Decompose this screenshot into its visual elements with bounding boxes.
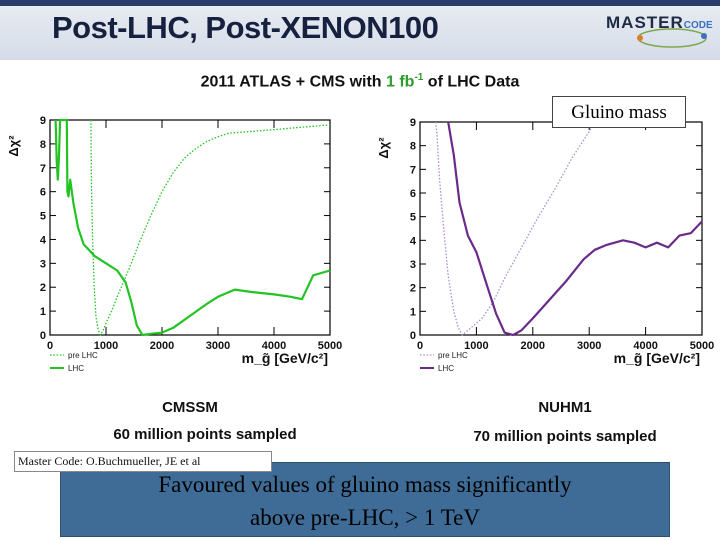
x-tick-label: 5000 [318, 340, 342, 352]
conclusion-line-2: above pre-LHC, > 1 TeV [249, 505, 480, 530]
x-tick-label: 0 [417, 340, 423, 352]
x-tick-label: 3000 [206, 340, 230, 352]
chart-panels: 0 1 2 3 4 5 6 7 8 9 0 1000 2000 3000 4000 5000 Δχ² m_g̃ [… [6, 115, 714, 373]
heading-luminosity-exponent: -1 [414, 72, 424, 83]
y-tick-label: 1 [40, 306, 46, 318]
plot-frame [419, 121, 703, 336]
y-tick-label: 3 [410, 259, 416, 271]
credit-label: Master Code: O.Buchmueller, JE et al [14, 451, 272, 472]
gluino-mass-callout: Gluino mass [552, 96, 686, 128]
y-tick-label: 3 [40, 258, 46, 270]
conclusion-text: Favoured values of gluino mass significa… [50, 468, 680, 534]
x-axis-label: m_g̃ [GeV/c²] [242, 350, 328, 366]
y-tick-label: 4 [410, 235, 417, 247]
y-tick-label: 4 [40, 234, 47, 246]
legend-label: pre LHC [68, 351, 98, 360]
y-tick-label: 7 [40, 163, 46, 175]
plot-nuhm1: 0 1 2 3 4 5 6 7 8 9 0 1000 2000 3000 4000 5000 Δχ² m_g̃ [… [376, 117, 714, 373]
x-tick-label: 0 [47, 340, 53, 352]
series-line-pre-lhc [90, 119, 331, 336]
legend-label: LHC [438, 364, 454, 373]
heading-suffix: of LHC Data [423, 73, 520, 91]
x-axis-label: m_g̃ [GeV/c²] [614, 350, 700, 366]
legend-label: LHC [68, 364, 84, 373]
mastercode-logo-icon: MASTERCODE [600, 8, 713, 52]
series-line-lhc [54, 118, 331, 337]
y-tick-label: 6 [410, 188, 416, 200]
heading-luminosity: 1 fb [386, 73, 415, 91]
y-tick-label: 6 [40, 187, 46, 199]
y-axis-label: Δχ² [6, 135, 21, 157]
y-axis-label: Δχ² [376, 137, 391, 159]
header-accent-bar [0, 0, 720, 6]
panel-scheme-cmssm: CMSSM [162, 399, 218, 416]
logo-text: MASTER [606, 13, 684, 32]
y-tick-label: 8 [410, 141, 416, 153]
y-tick-label: 5 [40, 211, 46, 223]
legend-label: pre LHC [438, 351, 468, 360]
y-tick-label: 5 [410, 212, 416, 224]
y-tick-label: 2 [410, 283, 416, 295]
logo-subtext: CODE [683, 20, 713, 31]
panel-points-cmssm: 60 million points sampled [113, 426, 297, 443]
conclusion-line-1: Favoured values of gluino mass significa… [158, 472, 572, 497]
series-line-lhc [447, 121, 703, 337]
y-tick-label: 9 [410, 117, 416, 129]
x-tick-label: 2000 [150, 340, 174, 352]
y-tick-label: 7 [410, 164, 416, 176]
plot-frame [49, 119, 331, 336]
y-tick-label: 9 [40, 115, 46, 127]
plot-cmssm: 0 1 2 3 4 5 6 7 8 9 0 1000 2000 3000 4000 5000 Δχ² m_g̃ [… [6, 115, 342, 373]
y-tick-label: 2 [40, 282, 46, 294]
series-line-pre-lhc [435, 121, 596, 336]
x-tick-label: 1000 [94, 340, 118, 352]
x-tick-label: 4000 [633, 340, 657, 352]
x-tick-label: 3000 [577, 340, 601, 352]
conclusion-box [60, 462, 670, 537]
x-tick-label: 5000 [690, 340, 714, 352]
x-tick-label: 2000 [521, 340, 545, 352]
panel-points-nuhm1: 70 million points sampled [473, 428, 657, 445]
panel-scheme-nuhm1: NUHM1 [538, 399, 592, 416]
y-tick-label: 0 [410, 330, 416, 342]
y-tick-label: 8 [40, 139, 46, 151]
plot-heading: 2011 ATLAS + CMS with 1 fb-1 of LHC Data [0, 72, 720, 91]
x-tick-label: 4000 [262, 340, 286, 352]
y-tick-label: 1 [410, 306, 416, 318]
y-tick-label: 0 [40, 330, 46, 342]
slide-header [0, 0, 720, 60]
x-tick-label: 1000 [464, 340, 488, 352]
heading-prefix: 2011 ATLAS + CMS with [200, 73, 386, 91]
slide-title: Post-LHC, Post-XENON100 [52, 10, 439, 45]
